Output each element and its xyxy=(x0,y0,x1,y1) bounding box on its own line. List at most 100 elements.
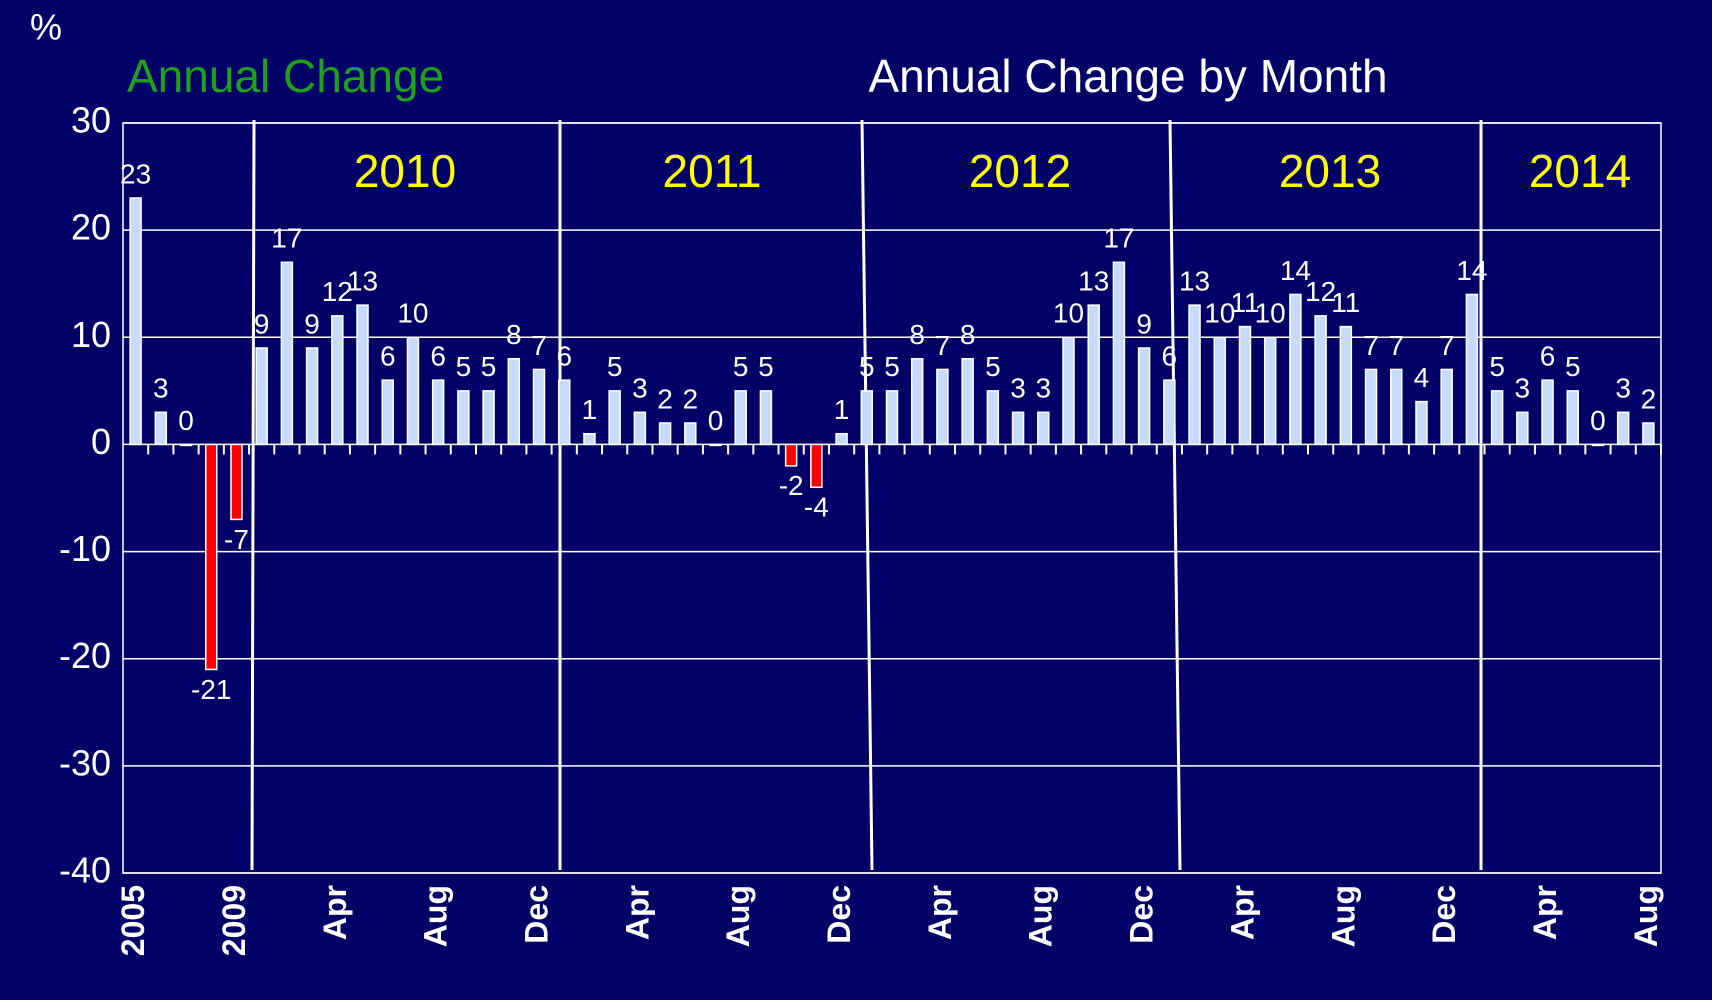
data-label: 23 xyxy=(120,158,151,189)
bar xyxy=(179,443,193,447)
year-divider xyxy=(250,119,256,871)
bar xyxy=(961,357,974,446)
data-label: -2 xyxy=(779,470,804,501)
y-tick-label: 0 xyxy=(91,421,111,462)
bar xyxy=(936,368,949,446)
bar xyxy=(1364,368,1378,446)
data-label: 5 xyxy=(1489,351,1505,382)
data-label: 0 xyxy=(1590,405,1606,436)
chart-title: Annual Change by Month xyxy=(868,50,1387,102)
bar xyxy=(835,432,848,446)
x-tick-label: Aug xyxy=(720,885,756,947)
bar xyxy=(1011,411,1025,446)
bar xyxy=(910,357,924,446)
x-tick-label: Aug xyxy=(418,885,454,947)
bar xyxy=(154,411,168,446)
data-label: 7 xyxy=(1363,330,1379,361)
bar xyxy=(1238,325,1252,446)
data-label: 14 xyxy=(1456,255,1487,286)
bar xyxy=(709,443,722,447)
bar xyxy=(583,432,596,446)
bar xyxy=(406,336,420,446)
bar xyxy=(784,443,798,467)
data-label: 6 xyxy=(556,341,572,372)
data-label: 13 xyxy=(1179,266,1210,297)
year-label: 2010 xyxy=(354,145,456,197)
data-label: 6 xyxy=(430,341,446,372)
data-label: 5 xyxy=(758,351,774,382)
bar xyxy=(1516,411,1529,446)
data-label: 10 xyxy=(397,298,428,329)
data-label: 10 xyxy=(1053,298,1084,329)
bar xyxy=(1339,325,1353,446)
data-label: 17 xyxy=(271,223,302,254)
bar xyxy=(255,347,268,446)
year-label: 2012 xyxy=(969,145,1071,197)
bar xyxy=(885,390,899,446)
bar xyxy=(1541,379,1554,446)
x-tick-label: Aug xyxy=(1628,885,1664,947)
bar xyxy=(1390,368,1403,446)
x-tick-label: 2005 xyxy=(115,885,151,956)
y-tick-label: -20 xyxy=(59,635,111,676)
bar xyxy=(1263,336,1277,446)
bar xyxy=(759,390,773,446)
y-tick-label: -40 xyxy=(59,850,111,891)
y-tick-label: -30 xyxy=(59,742,111,783)
bar xyxy=(608,390,621,446)
x-tick-label: 2009 xyxy=(216,885,252,956)
data-label: 6 xyxy=(1540,341,1556,372)
bar xyxy=(1440,368,1453,446)
bar xyxy=(1289,293,1302,446)
y-tick-label: -10 xyxy=(59,528,111,569)
bar xyxy=(482,390,495,446)
bar xyxy=(356,304,369,446)
year-divider xyxy=(1168,119,1182,871)
data-label: 2 xyxy=(683,383,699,414)
bar xyxy=(1591,443,1605,447)
bar xyxy=(1566,390,1580,446)
data-label: 11 xyxy=(1230,287,1259,318)
bar xyxy=(1642,422,1655,446)
bar xyxy=(381,379,394,446)
bar xyxy=(557,379,571,446)
data-label: 3 xyxy=(1010,373,1026,404)
bar xyxy=(658,422,672,446)
data-label: 7 xyxy=(531,330,547,361)
bar xyxy=(1188,304,1201,446)
y-tick-label: 30 xyxy=(71,100,111,141)
year-label: 2011 xyxy=(663,145,762,197)
data-label: -4 xyxy=(804,492,829,523)
data-label: 3 xyxy=(153,373,169,404)
bar xyxy=(1490,390,1504,446)
data-label: 5 xyxy=(733,351,749,382)
bar xyxy=(1037,411,1050,446)
data-label: 5 xyxy=(607,351,623,382)
data-label: 8 xyxy=(909,319,925,350)
bar xyxy=(331,315,344,446)
data-label: 5 xyxy=(859,351,875,382)
data-label: 13 xyxy=(1078,266,1109,297)
bar xyxy=(431,379,445,446)
x-tick-label: Dec xyxy=(1124,885,1160,944)
data-label: 0 xyxy=(178,405,194,436)
year-divider xyxy=(860,119,874,871)
data-label: -7 xyxy=(224,524,249,555)
x-tick-label: Apr xyxy=(1224,885,1260,940)
data-label: 13 xyxy=(347,266,378,297)
data-label: -21 xyxy=(191,674,231,705)
data-label: 3 xyxy=(1515,373,1531,404)
data-label: 5 xyxy=(481,351,497,382)
data-label: 8 xyxy=(506,319,522,350)
data-label: 5 xyxy=(1565,351,1581,382)
bar xyxy=(1213,336,1227,446)
bar xyxy=(1616,411,1630,446)
bar xyxy=(532,368,546,446)
data-label: 10 xyxy=(1255,298,1286,329)
bar xyxy=(204,443,218,671)
x-tick-label: Apr xyxy=(619,885,655,940)
bar xyxy=(1062,336,1075,446)
x-tick-label: Aug xyxy=(1325,885,1361,947)
data-label: 1 xyxy=(582,394,598,425)
